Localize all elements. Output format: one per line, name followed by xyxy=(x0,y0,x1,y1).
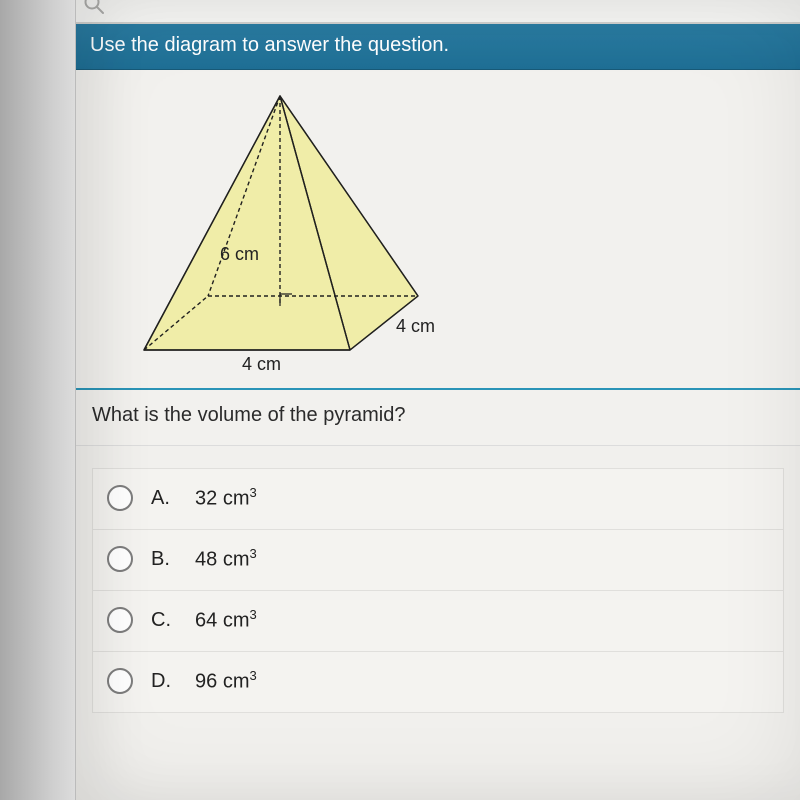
option-letter: B. xyxy=(151,548,177,571)
radio-icon[interactable] xyxy=(107,607,133,633)
radio-icon[interactable] xyxy=(107,485,133,511)
option-d[interactable]: D. 96 cm3 xyxy=(93,652,783,712)
pyramid-diagram: 6 cm 4 cm 4 cm xyxy=(112,88,452,378)
answer-options: A. 32 cm3 B. 48 cm3 C. 64 cm3 D. 96 cm3 xyxy=(92,468,784,713)
option-value: 64 cm3 xyxy=(195,607,257,633)
option-c[interactable]: C. 64 cm3 xyxy=(93,591,783,652)
question-text-row: What is the volume of the pyramid? xyxy=(76,390,800,446)
radio-icon[interactable] xyxy=(107,668,133,694)
quiz-page: Use the diagram to answer the question. … xyxy=(75,0,800,800)
option-a[interactable]: A. 32 cm3 xyxy=(93,469,783,530)
option-value: 96 cm3 xyxy=(195,668,257,694)
option-letter: D. xyxy=(151,670,177,693)
height-label: 6 cm xyxy=(220,244,259,265)
base-front-label: 4 cm xyxy=(242,354,281,375)
option-letter: A. xyxy=(151,487,177,510)
option-letter: C. xyxy=(151,609,177,632)
top-toolbar xyxy=(76,0,800,24)
search-icon xyxy=(82,0,106,16)
question-text: What is the volume of the pyramid? xyxy=(92,404,405,426)
instruction-text: Use the diagram to answer the question. xyxy=(90,34,449,56)
diagram-area: 6 cm 4 cm 4 cm xyxy=(76,70,800,390)
photo-left-margin xyxy=(0,0,75,800)
base-side-label: 4 cm xyxy=(396,316,435,337)
option-value: 48 cm3 xyxy=(195,546,257,572)
option-value: 32 cm3 xyxy=(195,485,257,511)
instruction-banner: Use the diagram to answer the question. xyxy=(76,24,800,70)
radio-icon[interactable] xyxy=(107,546,133,572)
option-b[interactable]: B. 48 cm3 xyxy=(93,530,783,591)
